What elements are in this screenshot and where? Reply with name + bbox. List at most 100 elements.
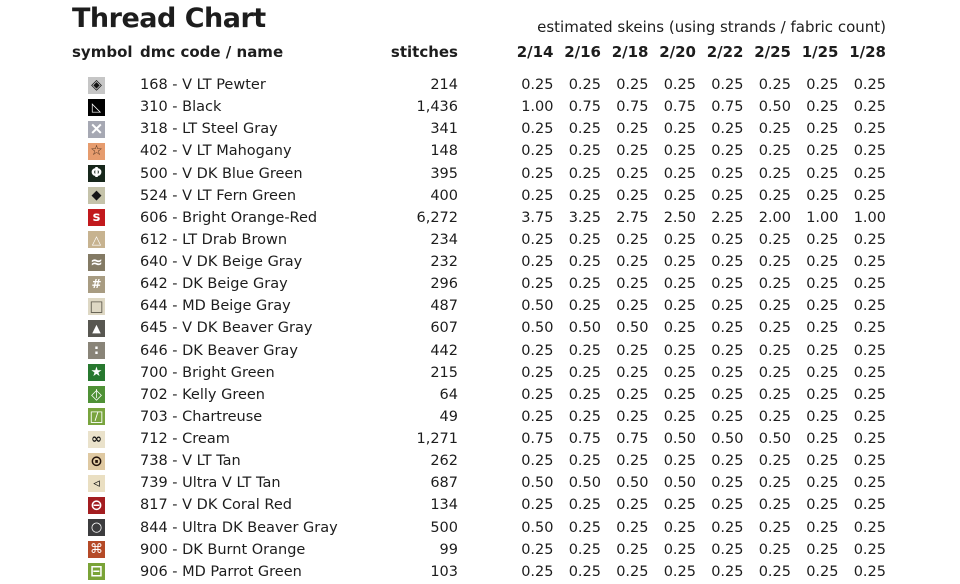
skein-estimate: 0.25 <box>806 99 839 116</box>
skein-estimate: 0.25 <box>616 541 649 558</box>
skein-estimate: 0.25 <box>663 519 696 536</box>
stitch-count: 234 <box>430 231 458 248</box>
skein-estimate: 0.25 <box>521 187 554 204</box>
stitch-count: 1,271 <box>416 431 458 448</box>
skein-estimate: 0.25 <box>758 320 791 337</box>
thread-name: 606 - Bright Orange-Red <box>140 209 318 226</box>
column-header-name: dmc code / name <box>140 42 284 61</box>
skein-estimate: 0.25 <box>806 519 839 536</box>
skein-estimate: 0.25 <box>568 364 601 381</box>
table-row: ☆ 402 - V LT Mahogany 148 0.25 0.25 0.25 0.25 0… <box>72 140 886 162</box>
skein-estimate: 0.25 <box>758 519 791 536</box>
thread-symbol-cell: ☆ <box>72 142 140 160</box>
skein-estimate: 0.25 <box>853 541 886 558</box>
circle-vertical-bar-icon: Φ <box>88 165 105 183</box>
thread-symbol-cell: ≈ <box>72 252 140 271</box>
circle-minus-icon: ⊖ <box>88 496 105 514</box>
skein-estimate: 0.75 <box>521 431 554 448</box>
skein-estimate: 0.25 <box>711 165 744 182</box>
square-diagonal-icon: □ / <box>88 408 105 426</box>
skein-estimate: 0.25 <box>521 408 554 425</box>
skein-estimate: 0.25 <box>711 254 744 271</box>
skein-estimate: 0.25 <box>663 563 696 580</box>
stitch-count: 262 <box>430 453 458 470</box>
thread-symbol-glyph: ≈ <box>90 252 103 271</box>
thread-name: 703 - Chartreuse <box>140 408 263 425</box>
skein-estimate: 0.25 <box>806 187 839 204</box>
skein-estimate: 0.25 <box>853 563 886 580</box>
skein-estimate: 0.25 <box>616 254 649 271</box>
skein-estimate: 0.25 <box>806 541 839 558</box>
skein-estimate: 0.25 <box>663 276 696 293</box>
stitch-count: 148 <box>430 143 458 160</box>
skein-estimate: 0.50 <box>616 320 649 337</box>
thread-name: 642 - DK Beige Gray <box>140 276 288 293</box>
thread-symbol-glyph: Φ <box>90 166 103 182</box>
column-header-count: 2/25 <box>754 42 791 61</box>
skein-estimate: 0.25 <box>853 320 886 337</box>
skein-estimate: 0.25 <box>758 298 791 315</box>
skein-estimate: 0.25 <box>521 121 554 138</box>
cross-x-icon: × <box>88 120 105 138</box>
skein-estimate: 0.25 <box>616 453 649 470</box>
column-header-count: 1/25 <box>801 42 839 61</box>
skein-estimate: 0.25 <box>568 165 601 182</box>
thread-name: 700 - Bright Green <box>140 364 275 381</box>
skein-estimate: 0.25 <box>758 254 791 271</box>
table-row: ⌘ 900 - DK Burnt Orange 99 0.25 0.25 0.25 0.25… <box>72 539 886 561</box>
stitch-count: 607 <box>430 320 458 337</box>
skein-estimate: 0.25 <box>521 563 554 580</box>
skein-estimate: 0.25 <box>806 453 839 470</box>
hash-grid-icon: # <box>88 275 105 293</box>
command-icon: ⌘ <box>88 541 105 559</box>
thread-symbol-cell: ▲ <box>72 319 140 337</box>
skein-estimate: 0.25 <box>758 386 791 403</box>
skein-estimate: 0.25 <box>616 165 649 182</box>
skein-estimate: 0.25 <box>853 386 886 403</box>
skein-estimate: 0.50 <box>521 475 554 492</box>
table-row: Φ 500 - V DK Blue Green 395 0.25 0.25 0.25 0.2… <box>72 163 886 185</box>
skein-estimate: 0.25 <box>663 453 696 470</box>
skein-estimate: 0.25 <box>806 121 839 138</box>
table-row: □/ 703 - Chartreuse 49 0.25 0.25 0.25 0.25 0.25… <box>72 406 886 428</box>
skein-estimate: 0.25 <box>663 165 696 182</box>
skein-estimate: 0.25 <box>616 386 649 403</box>
circle-outline-icon: ○ <box>88 519 105 537</box>
skein-estimate: 0.25 <box>663 320 696 337</box>
stitch-count: 500 <box>430 519 458 536</box>
skein-estimate: 0.25 <box>758 408 791 425</box>
stitch-count: 296 <box>430 276 458 293</box>
skeins-group-header: estimated skeins (using strands / fabric… <box>537 18 886 36</box>
skein-estimate: 0.75 <box>663 99 696 116</box>
skein-estimate: 0.50 <box>521 298 554 315</box>
skein-estimate: 0.25 <box>806 386 839 403</box>
letter-s-icon: s <box>88 209 105 227</box>
star-outline-icon: ☆ <box>88 142 105 160</box>
thread-symbol-glyph: ⌘ <box>90 542 103 558</box>
stitch-count: 99 <box>439 541 458 558</box>
table-row: ◆ 524 - V LT Fern Green 400 0.25 0.25 0.25 0.2… <box>72 185 886 207</box>
skein-estimate: 0.25 <box>711 342 744 359</box>
skein-estimate: 0.25 <box>711 143 744 160</box>
thread-name: 402 - V LT Mahogany <box>140 143 292 160</box>
skein-estimate: 0.75 <box>711 99 744 116</box>
skein-estimate: 0.25 <box>521 143 554 160</box>
skein-estimate: 0.25 <box>806 431 839 448</box>
skein-estimate: 0.25 <box>758 276 791 293</box>
skein-estimate: 0.25 <box>568 121 601 138</box>
skein-estimate: 0.25 <box>711 497 744 514</box>
thread-name: 900 - DK Burnt Orange <box>140 541 306 558</box>
skein-estimate: 0.25 <box>806 408 839 425</box>
skein-estimate: 0.25 <box>758 143 791 160</box>
skein-estimate: 0.25 <box>806 77 839 94</box>
skein-estimate: 0.25 <box>758 364 791 381</box>
stitch-count: 49 <box>439 408 458 425</box>
table-row: ◇ | 702 - Kelly Green 64 0.25 0.25 0.25 0.25 0.2… <box>72 384 886 406</box>
skein-estimate: 0.25 <box>711 408 744 425</box>
thread-symbol-cell: ★ <box>72 364 140 382</box>
skein-estimate: 0.25 <box>853 342 886 359</box>
skein-estimate: 0.25 <box>616 187 649 204</box>
table-row: ▲ 645 - V DK Beaver Gray 607 0.50 0.50 0.50 0.… <box>72 317 886 339</box>
thread-symbol-overlay-glyph: / <box>94 410 99 424</box>
skein-estimate: 0.75 <box>568 99 601 116</box>
